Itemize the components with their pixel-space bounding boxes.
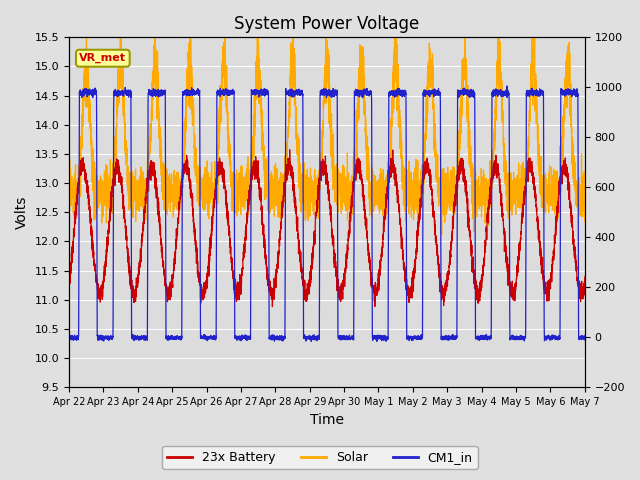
Text: VR_met: VR_met xyxy=(79,53,126,63)
Y-axis label: Volts: Volts xyxy=(15,196,29,229)
Legend: 23x Battery, Solar, CM1_in: 23x Battery, Solar, CM1_in xyxy=(163,446,477,469)
X-axis label: Time: Time xyxy=(310,413,344,427)
Title: System Power Voltage: System Power Voltage xyxy=(234,15,420,33)
